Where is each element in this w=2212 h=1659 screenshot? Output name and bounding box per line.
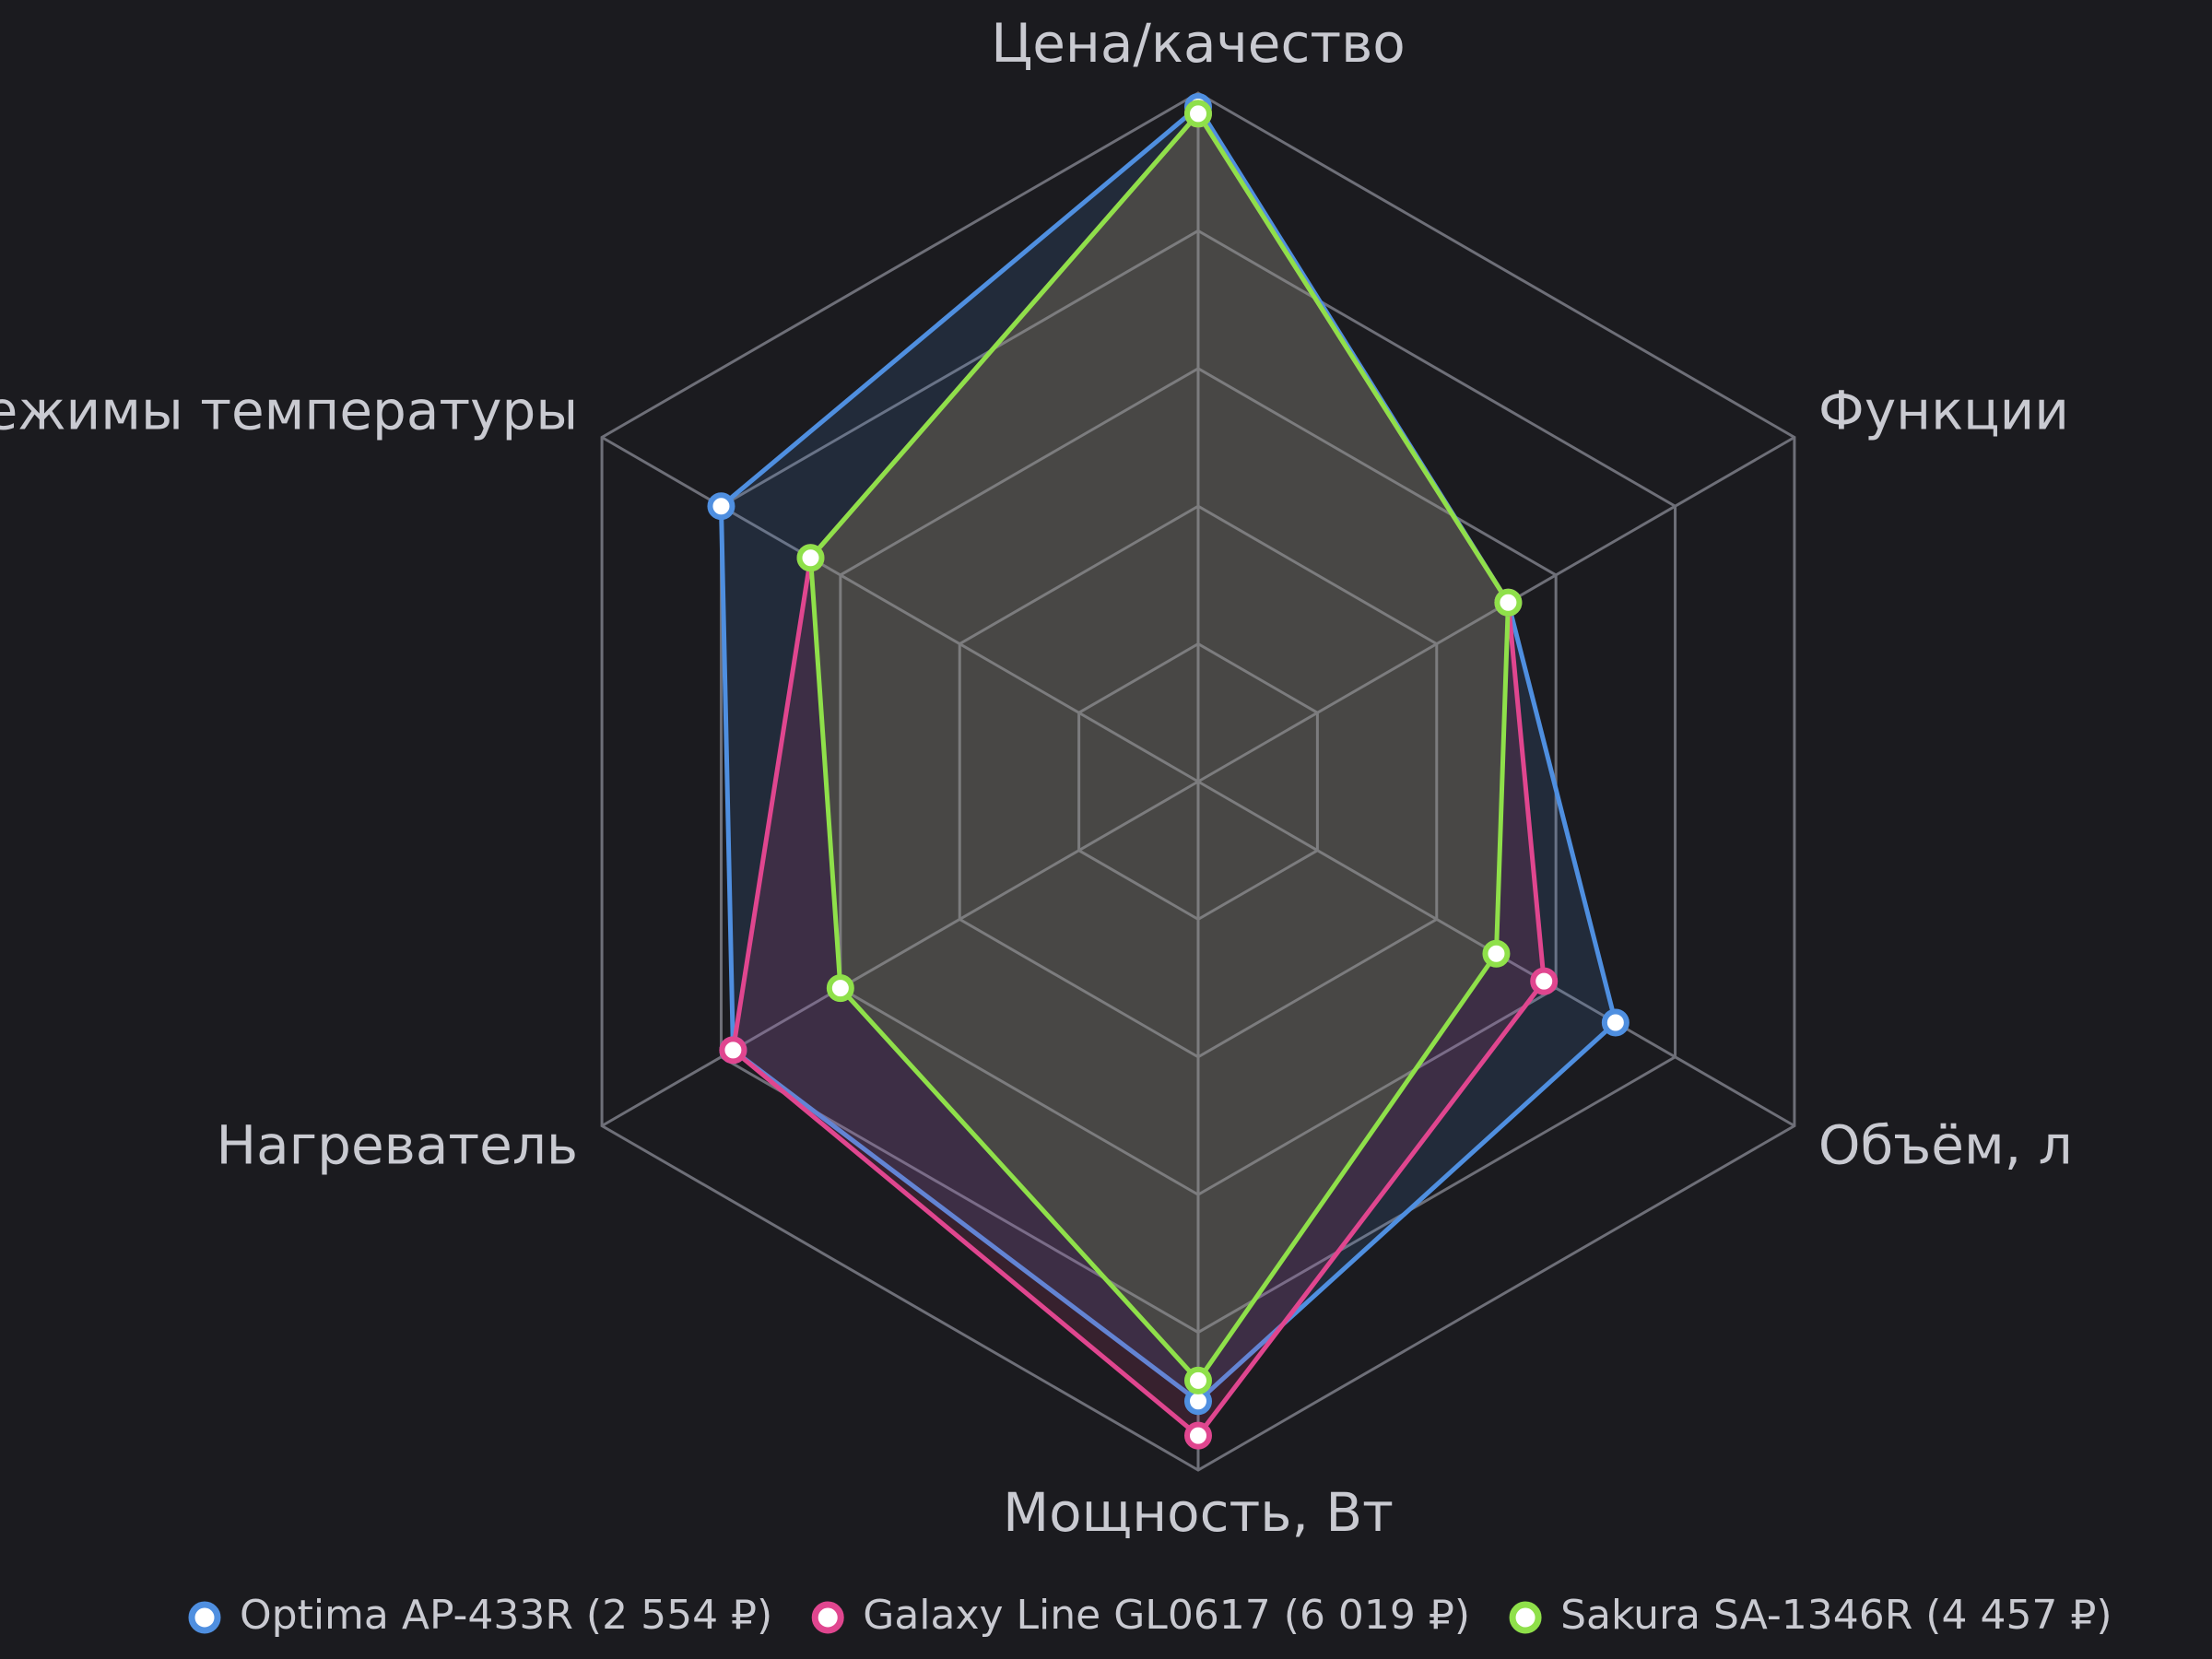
- axis-spoke: [601, 780, 1199, 1127]
- data-point: [1184, 100, 1212, 128]
- legend-marker: [1509, 1601, 1542, 1634]
- data-point: [1530, 967, 1559, 995]
- legend-text: Galaxy Line GL0617 (6 019 ₽): [863, 1592, 1470, 1639]
- data-point: [826, 974, 854, 1003]
- axis-label: Режимы температуры: [0, 380, 578, 442]
- legend-marker: [811, 1601, 844, 1634]
- axis-label: Функции: [1818, 380, 2069, 442]
- axis-spoke: [601, 436, 1199, 783]
- data-point: [1482, 939, 1511, 968]
- data-point: [1184, 1421, 1212, 1450]
- legend-text: Optima AP-433R (2 554 ₽): [240, 1592, 772, 1639]
- axis-label: Нагреватель: [217, 1114, 579, 1177]
- legend-text: Sakura SA-1346R (4 457 ₽): [1560, 1592, 2112, 1639]
- legend: Optima AP-433R (2 554 ₽) Galaxy Line GL06…: [188, 1592, 2112, 1639]
- data-point: [1494, 588, 1523, 617]
- axis-label: Цена/качество: [991, 12, 1406, 75]
- axis-label: Объём, л: [1818, 1114, 2073, 1177]
- data-point: [1601, 1008, 1630, 1037]
- data-point: [1184, 1366, 1212, 1394]
- data-point: [796, 544, 825, 572]
- data-point: [719, 1036, 747, 1065]
- data-point: [707, 492, 735, 521]
- legend-marker: [188, 1601, 221, 1634]
- axis-label: Мощность, Вт: [1003, 1481, 1394, 1544]
